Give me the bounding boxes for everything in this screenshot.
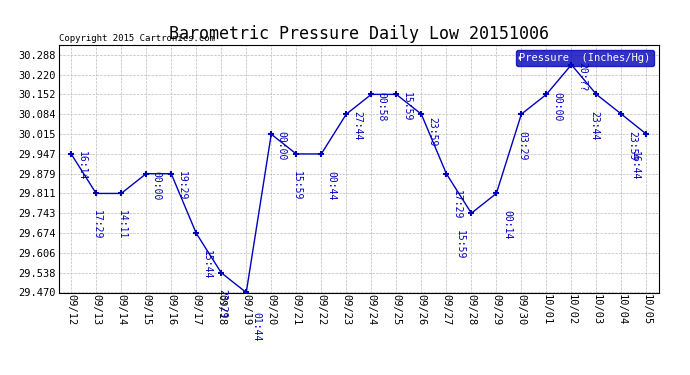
Title: Barometric Pressure Daily Low 20151006: Barometric Pressure Daily Low 20151006 [169,26,549,44]
Text: 00:44: 00:44 [327,171,337,200]
Text: 00:00: 00:00 [552,92,562,121]
Text: 15:59: 15:59 [402,92,412,121]
Text: 00:00: 00:00 [152,171,161,200]
Text: Copyright 2015 Cartronics.com: Copyright 2015 Cartronics.com [59,33,215,42]
Text: 20:??: 20:?? [577,62,587,92]
Text: 15:59: 15:59 [455,230,464,259]
Text: 01:44: 01:44 [252,312,262,341]
Text: 14:11: 14:11 [117,210,127,240]
Text: 23:44: 23:44 [589,111,600,140]
Text: 15:44: 15:44 [201,250,212,279]
Text: 03:29: 03:29 [518,131,527,160]
Text: 00:58: 00:58 [377,92,387,121]
Text: 17:29: 17:29 [452,190,462,220]
Text: 23:59: 23:59 [627,131,637,160]
Text: 23:59: 23:59 [427,117,437,146]
Text: 17:29: 17:29 [92,210,102,240]
Text: 27:44: 27:44 [352,111,362,141]
Legend: Pressure  (Inches/Hg): Pressure (Inches/Hg) [516,50,653,66]
Text: 16:44: 16:44 [630,151,640,180]
Text: 19:29: 19:29 [177,171,187,200]
Text: 15:59: 15:59 [292,171,302,200]
Text: 00:14: 00:14 [502,210,512,240]
Text: 00:00: 00:00 [277,131,287,161]
Text: 16:14: 16:14 [77,151,87,180]
Text: 23:29: 23:29 [217,290,227,319]
